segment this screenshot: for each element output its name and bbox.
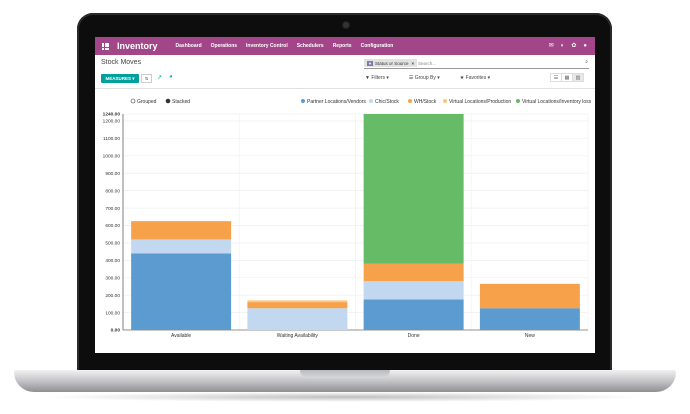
menu-item-reports[interactable]: Reports	[332, 43, 352, 49]
x-tick-label: Available	[171, 333, 191, 339]
legend-swatch-4	[516, 99, 520, 103]
laptop-shadow	[40, 392, 650, 402]
legend-label-3: Virtual Locations/Production	[449, 99, 511, 105]
pie-chart-icon[interactable]: ◕	[169, 74, 173, 80]
favorites-label: Favorites ▾	[465, 75, 491, 81]
y-tick-label: 100.00	[105, 310, 120, 316]
legend-swatch-2	[408, 99, 412, 103]
legend-label-2: WH/Stock	[414, 99, 437, 105]
toggle-stacked-label: Stacked	[172, 99, 190, 105]
bar-3-1	[247, 300, 348, 303]
filters-label: Filters ▾	[371, 75, 389, 81]
laptop-base	[14, 370, 676, 392]
search-facet: ▼ Status or Source ×	[364, 59, 418, 67]
bar-2-2	[363, 263, 464, 282]
y-tick-label: 700.00	[105, 206, 120, 212]
bar-1-1	[247, 308, 348, 330]
y-tick-label: 600.00	[105, 223, 120, 229]
top-navbar: Inventory Dashboard Operations Inventory…	[95, 37, 595, 55]
facet-remove-button[interactable]: ×	[411, 60, 415, 66]
filter-icon: ▼	[367, 60, 373, 66]
group-by-dropdown[interactable]: ☰ Group By ▾	[408, 75, 440, 81]
bar-0-0	[131, 253, 232, 330]
camera	[343, 22, 349, 28]
main-menu: Dashboard Operations Inventory Control S…	[176, 43, 403, 49]
facet-label: Status or Source	[374, 60, 409, 66]
legend-label-0: Partner Locations/Vendors	[307, 99, 366, 105]
search-icon[interactable]: ⌕	[585, 59, 588, 65]
app-title[interactable]: Inventory	[117, 41, 158, 51]
y-tick-label: 800.00	[105, 188, 120, 194]
bar-2-0	[131, 221, 232, 240]
apps-menu-icon[interactable]	[102, 42, 109, 50]
bar-2-1	[247, 302, 348, 309]
bell-icon[interactable]: ◐	[560, 43, 565, 49]
mail-icon[interactable]: ✉	[548, 43, 554, 49]
laptop-base-notch	[300, 370, 390, 378]
bar-0-2	[363, 299, 464, 330]
bar-1-0	[131, 239, 232, 254]
search-input[interactable]	[418, 59, 568, 67]
group-by-label: Group By ▾	[414, 75, 440, 81]
legend-swatch-3	[443, 99, 447, 103]
bar-0-3	[479, 308, 580, 330]
measures-button[interactable]: MEASURES ▾	[101, 74, 139, 83]
favorites-dropdown[interactable]: ★ Favorites ▾	[459, 75, 491, 81]
settings-icon[interactable]: ✿	[571, 43, 577, 49]
y-tick-label: 200.00	[105, 293, 120, 299]
y-tick-label: 500.00	[105, 241, 120, 247]
y-tick-label: 1100.00	[103, 136, 120, 142]
menu-item-operations[interactable]: Operations	[210, 43, 238, 49]
toggle-grouped-radio	[130, 98, 136, 104]
y-tick-label: 0.00	[111, 328, 121, 334]
search-bar[interactable]: ▼ Status or Source × ⌕	[364, 59, 589, 69]
toggle-stacked-radio	[165, 98, 171, 104]
flip-axis-button[interactable]: ⇅	[141, 74, 152, 83]
y-tick-label: 400.00	[105, 258, 120, 264]
divider	[95, 88, 595, 89]
legend-swatch-0	[301, 99, 305, 103]
screen: Inventory Dashboard Operations Inventory…	[95, 37, 595, 353]
legend-label-1: Chic/Stock	[375, 99, 399, 105]
x-tick-label: Done	[408, 333, 420, 339]
y-tick-label: 900.00	[105, 171, 120, 177]
view-switcher: ☰ ▦ ▥	[550, 73, 584, 82]
menu-item-inventory-control[interactable]: Inventory Control	[246, 43, 288, 49]
systray: ✉ ◐ ✿ ●	[542, 42, 587, 50]
menu-item-dashboard[interactable]: Dashboard	[175, 43, 202, 49]
x-tick-label: New	[525, 333, 535, 339]
y-tick-label: 1240.00	[103, 112, 121, 118]
bar-2-3	[479, 283, 580, 309]
legend-swatch-1	[369, 99, 373, 103]
y-tick-label: 1200.00	[103, 119, 121, 125]
bar-1-2	[363, 281, 464, 300]
menu-item-configuration[interactable]: Configuration	[360, 43, 394, 49]
chat-icon[interactable]: ●	[583, 43, 587, 49]
bar-4-2	[363, 114, 464, 264]
search-options: ▼ Filters ▾ ☰ Group By ▾ ★ Favorites ▾	[365, 75, 510, 81]
y-tick-label: 1000.00	[103, 154, 121, 160]
x-tick-label: Waiting Availability	[277, 333, 319, 339]
graph-view-icon[interactable]: ▥	[572, 73, 584, 82]
stacked-bar-chart: Grouped Stacked Partner Locations/Vendors C…	[103, 98, 592, 339]
toggle-grouped-label: Grouped	[137, 99, 157, 105]
menu-item-schedulers[interactable]: Schedulers	[296, 43, 324, 49]
y-tick-label: 300.00	[105, 275, 120, 281]
breadcrumb: Stock Moves	[101, 59, 142, 66]
legend-label-4: Virtual Locations/Inventory loss	[522, 99, 592, 105]
filters-dropdown[interactable]: ▼ Filters ▾	[365, 75, 389, 81]
line-chart-icon[interactable]: ↗	[157, 75, 163, 81]
